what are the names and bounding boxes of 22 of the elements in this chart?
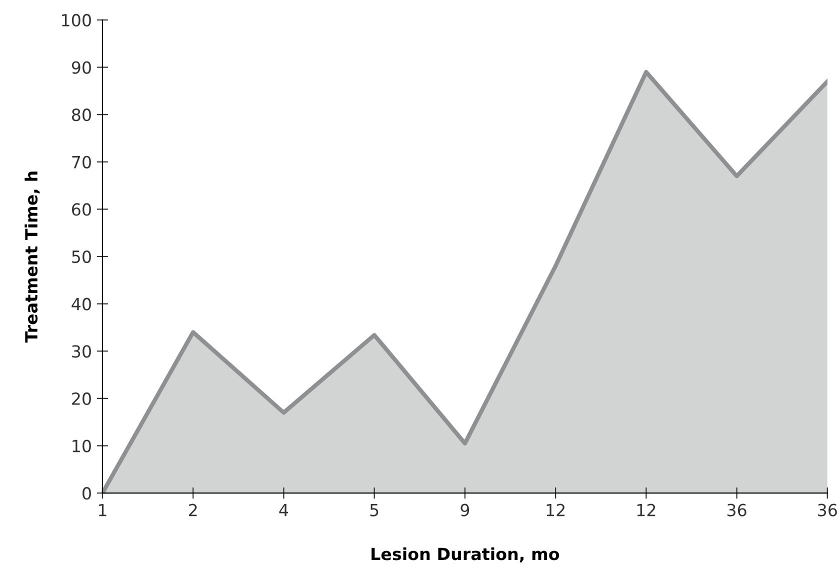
x-tick-label: 1: [99, 504, 106, 516]
x-tick-label: 4: [279, 504, 288, 516]
y-tick-label: 100: [62, 14, 91, 27]
y-tick-label: 20: [72, 392, 91, 405]
y-tick-label: 60: [72, 203, 91, 216]
x-tick-label: 2: [189, 504, 197, 516]
y-tick-label: 70: [72, 156, 91, 168]
y-tick-label: 50: [72, 250, 91, 264]
x-tick-label: 12: [637, 504, 656, 516]
x-tick-label: 36: [727, 504, 746, 516]
y-tick-label: 10: [72, 440, 91, 452]
y-tick-label: 40: [72, 298, 91, 310]
x-tick-label: 9: [460, 504, 470, 516]
y-tick-label: 80: [72, 108, 91, 122]
y-axis-title: Treatment Time, h: [24, 172, 40, 343]
y-tick-label: 90: [72, 61, 91, 74]
y-tick-label: 0: [82, 487, 91, 500]
x-tick-label: 12: [546, 504, 564, 516]
x-tick-label: 36: [818, 504, 837, 516]
x-tick-label: 5: [370, 504, 378, 516]
y-tick-label: 30: [72, 345, 91, 358]
x-axis-title: Lesion Duration, mo: [372, 547, 560, 562]
